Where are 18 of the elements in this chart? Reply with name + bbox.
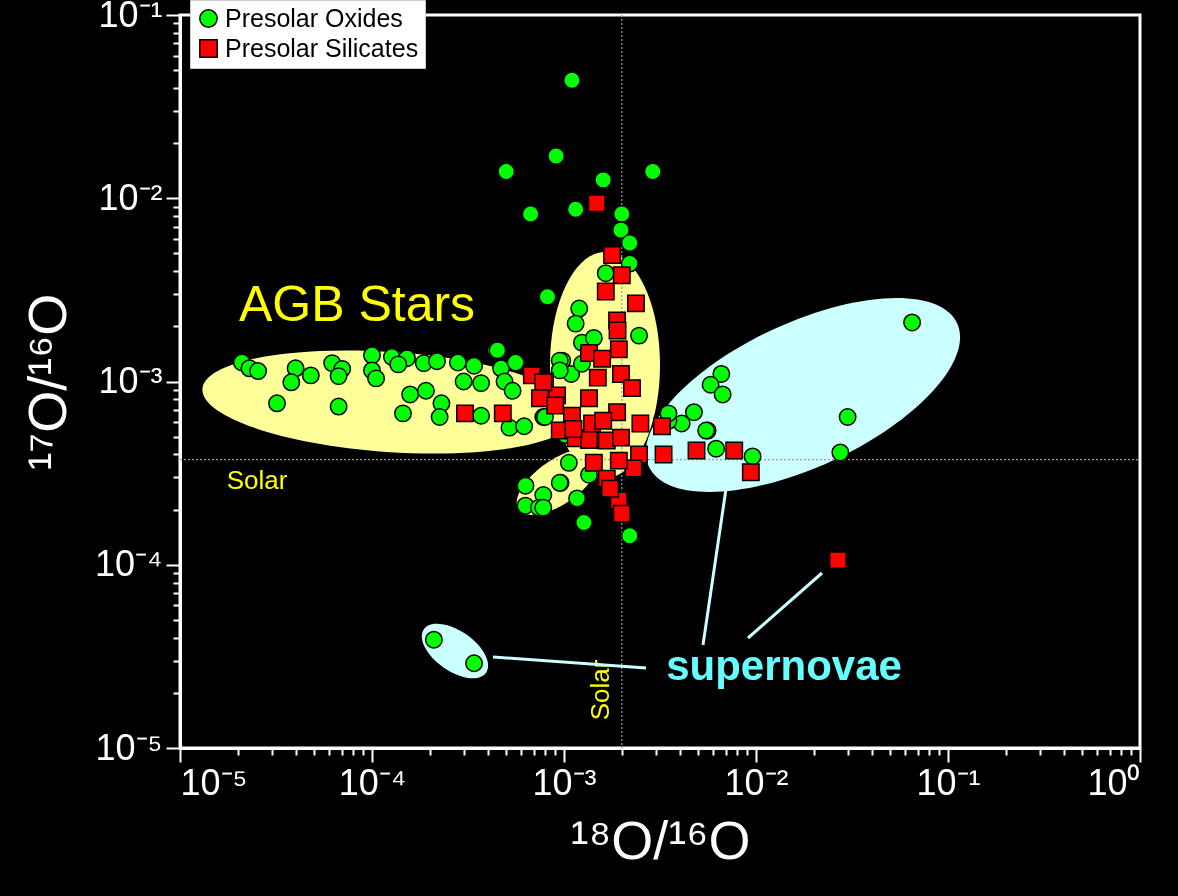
y-tick-label: 10⁻⁵ [95, 726, 163, 768]
y-tick-label: 10⁻² [98, 176, 163, 218]
x-tick-label: 10⁻⁴ [338, 761, 407, 803]
x-tick-label: 10⁻² [724, 761, 789, 803]
y-tick-label: 10⁻⁴ [94, 543, 163, 585]
annotation: supernovae [666, 642, 902, 689]
x-tick-label: 10⁰ [1087, 761, 1141, 803]
annotation: AGB Stars [238, 276, 476, 332]
legend-label: Presolar Silicates [225, 33, 419, 62]
legend-label: Presolar Oxides [225, 3, 403, 32]
y-axis-title: ¹⁷O/¹⁶O [16, 293, 77, 471]
x-tick-label: 10⁻¹ [916, 761, 981, 803]
x-axis-title: ¹⁸O/¹⁶O [570, 809, 751, 870]
y-tick-label: 10⁻³ [98, 360, 163, 401]
y-tick-label: 10⁻¹ [98, 0, 163, 35]
ref-line-label: Solar [226, 464, 288, 495]
x-tick-label: 10⁻³ [532, 761, 597, 803]
x-tick-label: 10⁻⁵ [180, 761, 248, 803]
